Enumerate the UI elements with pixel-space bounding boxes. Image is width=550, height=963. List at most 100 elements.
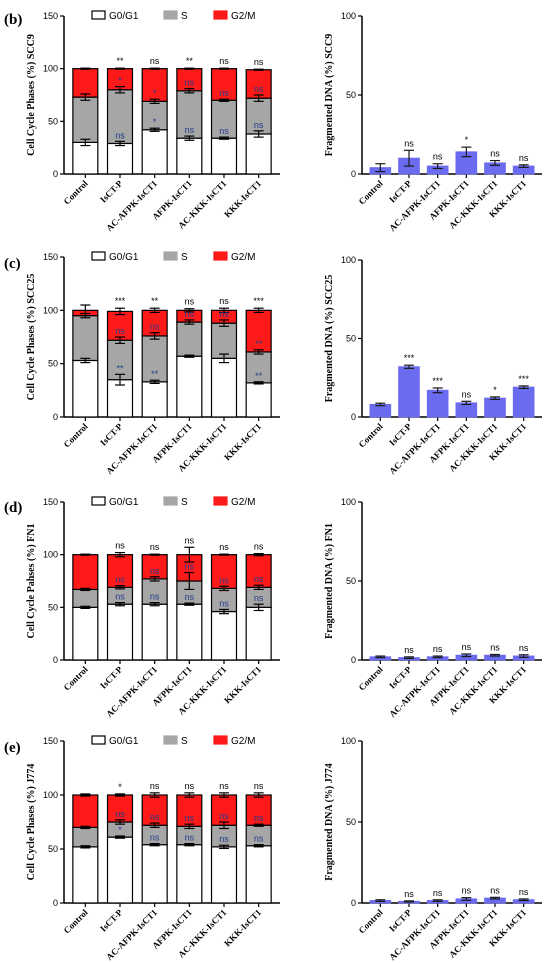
x-tick-label: IsCT-P (98, 178, 125, 205)
significance-label: ns (404, 645, 414, 655)
significance-label: ** (186, 56, 194, 66)
y-tick-label: 100 (341, 497, 356, 507)
bar-segment-g2m (141, 68, 168, 102)
y-axis-title: Fragmented DNA (%) J774 (324, 763, 335, 880)
significance-label: ns (519, 153, 529, 163)
significance-label: ns (150, 781, 160, 791)
significance-label: ns (219, 781, 229, 791)
significance-label: ns (150, 812, 160, 822)
significance-label: ns (185, 781, 195, 791)
bar (398, 366, 420, 418)
x-tick-label: Control (357, 421, 386, 450)
legend-label: G2/M (231, 252, 255, 263)
y-tick-label: 0 (351, 412, 356, 422)
legend-label: S (181, 736, 188, 747)
legend-swatch (163, 10, 178, 20)
significance-label: ** (255, 339, 263, 349)
significance-label: * (153, 88, 157, 98)
significance-label: ns (219, 296, 229, 306)
bar-segment-g0g1 (72, 359, 99, 418)
x-tick-label: Control (357, 907, 386, 936)
significance-label: * (118, 825, 122, 835)
significance-label: ns (219, 542, 229, 552)
legend-swatch (163, 251, 178, 261)
significance-label: ns (185, 592, 195, 602)
significance-label: ns (185, 125, 195, 135)
y-tick-label: 100 (43, 305, 58, 315)
y-tick-label: 150 (43, 252, 58, 262)
legend-swatch (163, 496, 178, 506)
legend-swatch (213, 496, 228, 506)
significance-label: ns (462, 389, 472, 399)
dna-bar-chart: 0 50 100 Fragmented DNA (%) SCC9 Control IsCT… (324, 11, 542, 233)
x-tick-label: Control (62, 664, 91, 693)
legend-label: G0/G1 (109, 11, 139, 22)
significance-label: ns (404, 889, 414, 899)
y-tick-label: 50 (346, 90, 356, 100)
x-tick-label: IsCT-P (98, 664, 125, 691)
panel-label: (c) (4, 256, 21, 272)
bar-segment-g2m (141, 794, 168, 826)
bar-segment-s (210, 322, 238, 359)
significance-label: ns (254, 593, 264, 603)
significance-label: ns (115, 809, 125, 819)
bar-segment-g0g1 (141, 129, 168, 175)
significance-label: ** (255, 371, 263, 381)
panel-label: (b) (4, 12, 22, 28)
bar-segment-g0g1 (141, 603, 168, 661)
bar-segment-g0g1 (210, 137, 238, 175)
x-tick-label: Control (357, 178, 386, 207)
legend-swatch (91, 496, 106, 506)
significance-label: ** (116, 363, 124, 373)
legend-label: G0/G1 (109, 252, 139, 263)
x-tick-label: IsCT-P (98, 421, 125, 448)
bar-segment-g2m (72, 794, 99, 829)
significance-label: ns (433, 644, 443, 654)
x-tick-label: AC-AFPK-IsCT1 (387, 178, 442, 233)
legend-label: G0/G1 (109, 497, 139, 508)
significance-label: ns (185, 535, 195, 545)
bar (484, 397, 506, 418)
significance-label: * (118, 76, 122, 86)
significance-label: *** (115, 296, 126, 306)
x-tick-label: KKK-IsCT1 (222, 664, 263, 705)
panel-label: (d) (4, 500, 22, 516)
legend-label: S (181, 497, 188, 508)
y-tick-label: 0 (351, 898, 356, 908)
bar-segment-g0g1 (106, 603, 134, 661)
stacked-bar-chart: 0 50 100 150 Cell Cycle Phases (%) SCC25 Cont… (26, 251, 280, 476)
bar-segment-s (72, 826, 99, 848)
y-tick-label: 100 (43, 790, 58, 800)
bar-segment-s (72, 588, 99, 608)
legend-label: S (181, 252, 188, 263)
significance-label: ns (115, 130, 125, 140)
bar-segment-g0g1 (72, 141, 99, 175)
significance-label: * (118, 782, 122, 792)
significance-label: * (153, 117, 157, 127)
bar-segment-g0g1 (72, 606, 99, 661)
significance-label: *** (518, 374, 529, 384)
bar-segment-g2m (72, 68, 99, 98)
legend-label: S (181, 11, 188, 22)
y-axis-title: Cell Cycle Pahses (%) FN1 (26, 524, 37, 639)
y-axis-title: Cell Cycle Phases (%) SCC25 (26, 274, 37, 401)
significance-label: ns (519, 643, 529, 653)
y-tick-label: 100 (341, 11, 356, 21)
bar-segment-g2m (141, 554, 168, 580)
legend-swatch (213, 735, 228, 745)
y-tick-label: 0 (351, 655, 356, 665)
bar-segment-s (72, 315, 99, 362)
legend-swatch (163, 735, 178, 745)
x-tick-label: KKK-IsCT1 (222, 421, 263, 462)
y-axis-title: Fragmented DNA (%) FN1 (324, 523, 335, 639)
x-tick-label: Control (357, 664, 386, 693)
x-tick-label: Control (62, 178, 91, 207)
y-tick-label: 50 (346, 817, 356, 827)
legend-swatch (213, 251, 228, 261)
y-axis-title: Fragmented DNA (%) SCC25 (324, 275, 335, 403)
x-tick-label: KKK-IsCT1 (222, 178, 263, 219)
y-tick-label: 0 (53, 412, 58, 422)
y-tick-label: 100 (341, 736, 356, 746)
y-tick-label: 150 (43, 11, 58, 21)
